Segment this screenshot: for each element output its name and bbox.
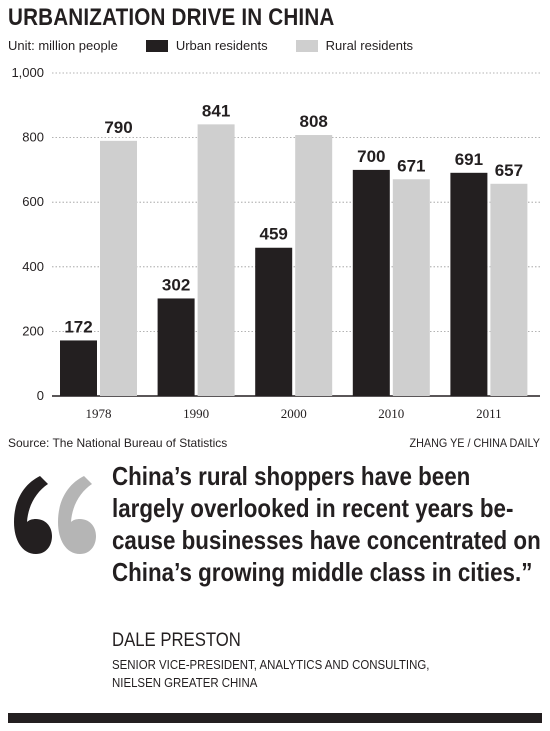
legend-label-rural: Rural residents bbox=[325, 38, 414, 53]
y-tick-label: 400 bbox=[22, 259, 44, 274]
legend-label-urban: Urban residents bbox=[175, 38, 268, 53]
legend-item-urban: Urban residents bbox=[145, 38, 268, 53]
bar-chart: 0 200 400 600 800 1,000 172 790 1978 302 841 1990 45… bbox=[11, 65, 540, 421]
y-tick-label: 800 bbox=[22, 130, 44, 145]
data-label: 302 bbox=[162, 275, 190, 294]
data-label: 841 bbox=[202, 101, 230, 120]
credit-note: ZHANG YE / CHINA DAILY bbox=[409, 436, 540, 450]
legend-swatch-urban bbox=[145, 39, 168, 52]
legend-item-rural: Rural residents bbox=[295, 38, 414, 53]
y-tick-label: 0 bbox=[37, 388, 44, 403]
x-tick-label: 1978 bbox=[86, 406, 112, 421]
data-label: 790 bbox=[104, 118, 132, 137]
quote-author: DALE PRESTON bbox=[112, 630, 241, 651]
bar-rural bbox=[100, 140, 137, 396]
x-tick-label: 2010 bbox=[378, 406, 404, 421]
data-label: 657 bbox=[495, 161, 523, 180]
bar-rural bbox=[392, 179, 430, 396]
quote-mark-icon bbox=[14, 476, 96, 554]
unit-label: Unit: million people bbox=[8, 38, 118, 53]
bar-urban bbox=[450, 172, 488, 396]
x-tick-label: 2000 bbox=[281, 406, 307, 421]
chart-title: URBANIZATION DRIVE IN CHINA bbox=[8, 4, 335, 31]
data-label: 808 bbox=[300, 112, 328, 131]
bottom-rule bbox=[8, 713, 542, 723]
source-note: Source: The National Bureau of Statistic… bbox=[8, 436, 228, 450]
bar-urban bbox=[352, 169, 390, 396]
y-tick-label: 200 bbox=[22, 323, 44, 338]
author-title-line-1: SENIOR VICE-PRESIDENT, ANALYTICS AND CON… bbox=[112, 657, 430, 672]
data-label: 700 bbox=[357, 147, 385, 166]
bar-rural bbox=[197, 124, 235, 397]
data-label: 172 bbox=[64, 317, 92, 336]
quote-author-title: SENIOR VICE-PRESIDENT, ANALYTICS AND CON… bbox=[112, 656, 429, 692]
legend-swatch-rural bbox=[295, 39, 318, 52]
bar-urban bbox=[255, 247, 293, 396]
bar-rural bbox=[295, 135, 333, 396]
quote-text: China’s rural shoppers have been largely… bbox=[112, 461, 541, 587]
legend: Unit: million people Urban residents Rur… bbox=[8, 38, 441, 53]
data-label: 671 bbox=[397, 156, 425, 175]
bar-rural bbox=[490, 183, 528, 396]
y-tick-label: 1,000 bbox=[11, 65, 44, 80]
data-label: 691 bbox=[455, 150, 483, 169]
x-tick-label: 1990 bbox=[183, 406, 209, 421]
x-tick-label: 2011 bbox=[476, 406, 502, 421]
bar-urban bbox=[157, 298, 195, 396]
y-tick-label: 600 bbox=[22, 194, 44, 209]
bar-urban bbox=[60, 340, 97, 396]
author-title-line-2: NIELSEN GREATER CHINA bbox=[112, 675, 258, 690]
data-label: 459 bbox=[260, 225, 288, 244]
